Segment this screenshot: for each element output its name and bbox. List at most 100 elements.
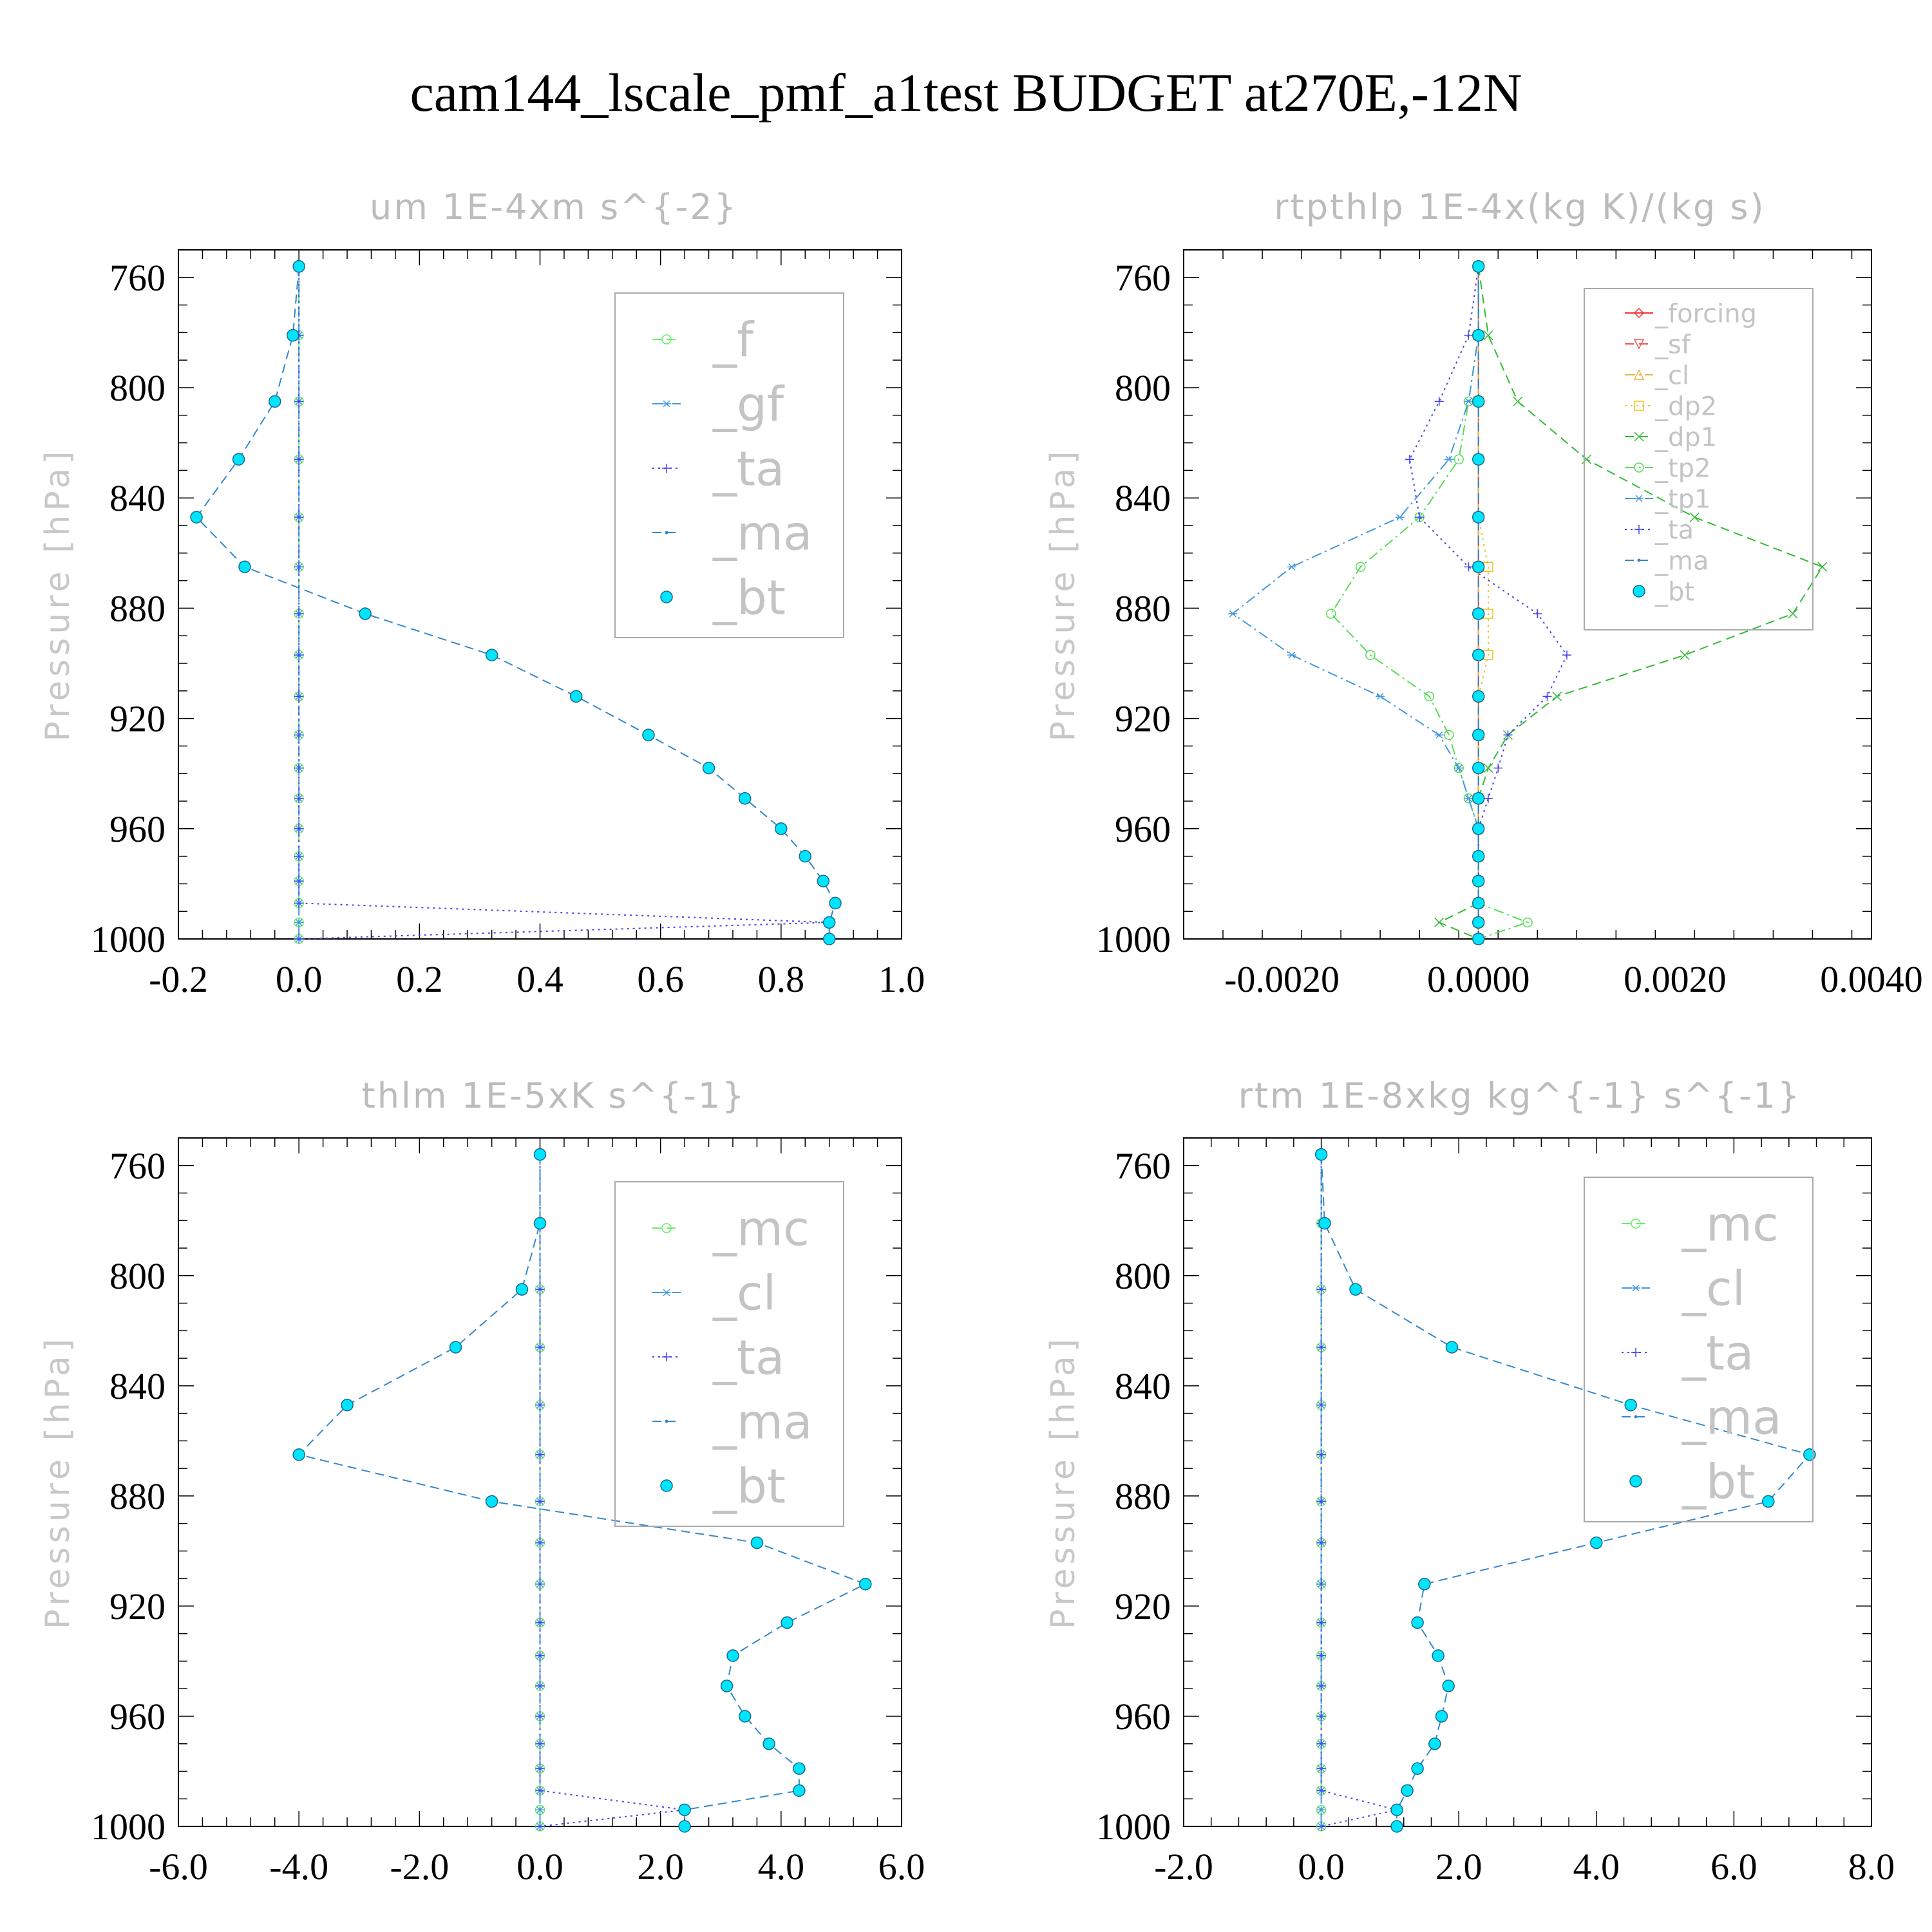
data-point: [781, 1616, 793, 1629]
data-point: [1445, 1341, 1459, 1354]
data-point: [720, 1680, 734, 1692]
data-point: [294, 562, 304, 572]
legend-marker: [1634, 431, 1644, 442]
x-tick-label: 2.0: [637, 1846, 684, 1888]
legend-label: _dp2: [1654, 392, 1717, 421]
data-point: [1316, 1786, 1326, 1795]
data-point: [1472, 875, 1485, 887]
legend: _f _gf _ta _ma _bt: [614, 292, 844, 638]
data-point: [535, 1400, 545, 1410]
data-point: [294, 918, 304, 926]
y-axis-label: Pressure [hPa]: [1044, 448, 1083, 742]
data-point: [1316, 1681, 1326, 1690]
legend-item: _ma: [1622, 1390, 1781, 1446]
legend-label: _gf: [712, 377, 785, 433]
data-point: [268, 395, 281, 408]
panel-title: rtm 1E-8xkg kg^{-1} s^{-1}: [1238, 1075, 1802, 1116]
data-point: [1680, 650, 1690, 660]
data-point: [750, 1536, 764, 1549]
data-point: [1434, 731, 1444, 739]
legend-label: _ta: [712, 442, 784, 497]
legend-label: _cl: [1654, 361, 1689, 390]
y-axis-label: Pressure [hPa]: [1044, 1335, 1083, 1629]
data-point: [359, 607, 372, 620]
data-point: [1434, 397, 1444, 406]
y-tick-label: 960: [109, 1696, 166, 1738]
data-point: [1316, 1618, 1326, 1627]
data-point: [1817, 562, 1828, 572]
data-point: [1472, 453, 1485, 466]
legend-box: [614, 1181, 844, 1527]
legend-marker: [1637, 558, 1641, 562]
legend-label: _cl: [1681, 1262, 1745, 1317]
data-point: [1228, 610, 1238, 618]
data-point: [1415, 513, 1425, 522]
legend-marker: [1631, 1348, 1640, 1357]
data-point: [1349, 1283, 1362, 1296]
legend-box: [1584, 1177, 1814, 1522]
data-point: [1316, 1400, 1326, 1410]
y-tick-label: 800: [109, 1255, 166, 1297]
data-point: [1442, 1680, 1455, 1692]
x-tick-label: 8.0: [1848, 1846, 1895, 1888]
data-point: [1316, 1806, 1326, 1814]
data-point: [294, 397, 304, 406]
legend-item: _bt: [1629, 1455, 1755, 1510]
y-tick-label: 1000: [91, 918, 166, 960]
legend-marker: [1631, 1284, 1640, 1292]
series-bt: [1472, 260, 1485, 945]
data-point: [294, 851, 304, 861]
legend-label: _tp2: [1654, 453, 1711, 483]
plot-frame: [1183, 249, 1872, 940]
y-tick-label: 920: [109, 698, 166, 740]
data-point: [738, 791, 752, 805]
data-point: [1316, 1579, 1326, 1589]
legend-marker: [1634, 462, 1644, 473]
data-point: [702, 761, 715, 775]
data-point: [294, 455, 304, 464]
plot-frame: [1183, 1137, 1872, 1827]
data-point: [1454, 454, 1464, 465]
series-tp1: [1228, 263, 1483, 943]
y-tick-label: 840: [109, 1365, 166, 1407]
x-tick-label: 2.0: [1435, 1846, 1482, 1888]
y-tick-label: 1000: [1096, 1806, 1171, 1848]
y-tick-label: 800: [1115, 1255, 1171, 1297]
legend-label: _sf: [1654, 330, 1691, 359]
y-tick-label: 800: [109, 367, 166, 409]
x-tick-label: 0.4: [516, 958, 564, 1000]
y-tick-label: 760: [1115, 1145, 1171, 1187]
data-point: [1590, 1536, 1603, 1549]
legend-label: _dp1: [1654, 422, 1717, 452]
legend-item: _ta: [1625, 515, 1694, 545]
data-point: [1472, 896, 1485, 910]
data-point: [738, 1710, 752, 1723]
legend-label: _bt: [1681, 1455, 1755, 1510]
data-point: [1472, 395, 1485, 408]
data-point: [341, 1399, 354, 1412]
data-point: [1395, 513, 1405, 521]
legend-box: [614, 292, 844, 638]
data-point: [1762, 1495, 1775, 1508]
legend-item: _ma: [652, 1395, 812, 1450]
series-dp1: [1434, 261, 1828, 944]
x-tick-label: -6.0: [149, 1846, 208, 1888]
data-point: [535, 1579, 545, 1589]
data-point: [1582, 454, 1592, 464]
plot-frame: [178, 249, 902, 940]
chart-panel-3: thlm 1E-5xK s^{-1} Pressure [hPa] 760 800 84…: [39, 1075, 925, 1888]
y-tick-label: 920: [1115, 1586, 1171, 1627]
series-bt: [292, 1148, 872, 1833]
data-point: [292, 1448, 305, 1461]
legend-label: _ta: [1654, 515, 1694, 545]
legend-label: _cl: [712, 1266, 776, 1321]
series-ta: [294, 261, 834, 943]
data-point: [1444, 730, 1454, 741]
y-tick-label: 920: [109, 1586, 166, 1627]
legend: _forcing_sf_cl_dp2_dp1_tp2_tp1_ta_ma_bt: [1584, 288, 1814, 630]
y-tick-label: 880: [1115, 587, 1171, 629]
data-point: [294, 793, 304, 803]
legend-marker: [661, 1223, 672, 1233]
data-point: [1472, 690, 1485, 703]
data-point: [294, 650, 304, 660]
